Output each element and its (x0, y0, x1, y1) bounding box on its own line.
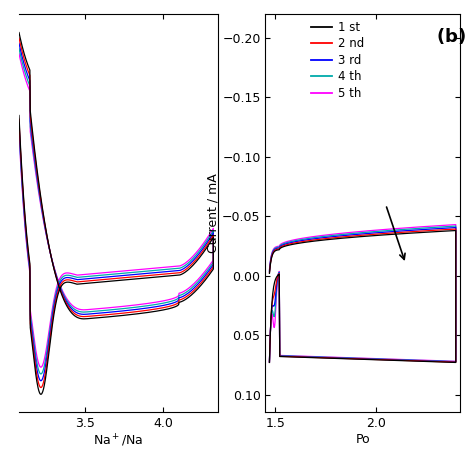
X-axis label: Po: Po (356, 433, 370, 446)
Y-axis label: Current / mA: Current / mA (206, 173, 219, 253)
Legend: 1 st, 2 nd, 3 rd, 4 th, 5 th: 1 st, 2 nd, 3 rd, 4 th, 5 th (306, 16, 369, 105)
Text: $\bf{(b)}$: $\bf{(b)}$ (437, 26, 466, 46)
X-axis label: $\mathrm{Na^+/Na}$: $\mathrm{Na^+/Na}$ (93, 433, 144, 449)
